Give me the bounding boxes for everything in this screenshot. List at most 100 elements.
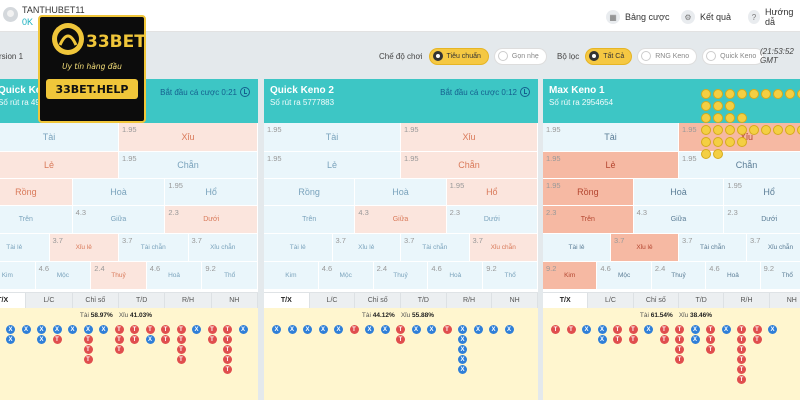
bet-option[interactable]: 2.3 Dưới [165,206,258,234]
trend-column: T [566,325,576,335]
bet-option[interactable]: 1.95 Chẵn [119,152,258,179]
tai-result-ball: T [706,325,715,334]
odds-value: 2.3 [449,208,461,217]
stat-tab[interactable]: T/X [264,293,310,308]
bet-row: 1.95 Lẻ 1.95 Chẵn [543,152,800,179]
bet-option[interactable]: 3.7 Xỉu lẻ [611,234,679,262]
stat-tab[interactable]: T/X [543,293,589,308]
bet-option[interactable]: 2.4 Thuỷ [91,262,147,290]
nav-bet-table[interactable]: ▦ Bảng cược [606,9,669,25]
bet-option[interactable]: 1.95 Hổ [724,179,800,206]
bet-option[interactable]: 2.3 Dưới [724,206,800,234]
bet-option[interactable]: 1.95 Chẵn [401,152,538,179]
bet-option[interactable]: 3.7 Tài chẵn [119,234,189,262]
bet-option[interactable]: 1.95 Hổ [165,179,258,206]
bet-option[interactable]: 1.95 Chẵn [679,152,800,179]
xiu-result-ball: X [238,325,248,334]
stat-tab[interactable]: NH [492,293,538,308]
balance: 0K [22,17,34,27]
bet-option[interactable]: 4.6 Mộc [597,262,652,290]
bet-option[interactable]: 1.95 Xỉu [119,123,258,152]
bet-option[interactable]: 3.7 Xỉu chẵn [747,234,800,262]
stat-tab[interactable]: NH [770,293,800,308]
filter-all-toggle[interactable]: Tất Cả [585,47,633,65]
bet-option[interactable]: 3.7 Xỉu lẻ [49,234,119,262]
bet-option[interactable]: Tài lẻ [0,234,50,262]
bonus-ball-icon [749,89,759,99]
bet-option[interactable]: 9.2 Kim [543,262,598,290]
bet-option[interactable]: 4.3 Giữa [72,206,166,234]
bet-option-label: Tài lẻ [289,244,306,251]
xiu-result-ball: X [21,325,31,334]
stat-tab[interactable]: L/C [588,293,634,308]
stat-tab[interactable]: R/H [165,293,212,308]
stat-tab[interactable]: Chỉ số [355,293,402,308]
bet-option[interactable]: Hoà [633,179,725,206]
stat-tab[interactable]: NH [212,293,258,308]
mode-compact-toggle[interactable]: Gọn nhẹ [493,47,547,65]
mode-standard-toggle[interactable]: Tiêu chuẩn [428,47,489,65]
bet-option[interactable]: 3.7 Xỉu chẵn [469,234,538,262]
stat-tab[interactable]: L/C [26,293,73,308]
bet-option[interactable]: 2.3 Dưới [446,206,538,234]
bet-option[interactable]: Trên [0,206,73,234]
bet-option[interactable]: 1.95 Rồng [543,179,634,206]
bet-option[interactable]: 4.3 Giữa [633,206,725,234]
nav-results[interactable]: ⚙ Kết quả [681,9,731,25]
bet-option[interactable]: 1.95 Xỉu [401,123,538,152]
bet-option-label: Chẵn [458,160,480,170]
bet-option[interactable]: 2.4 Thuỷ [373,262,429,290]
bet-option[interactable]: 3.7 Tài chẵn [401,234,470,262]
bet-option[interactable]: 3.7 Xỉu lẻ [332,234,401,262]
xiu-result-ball: X [458,365,467,374]
bet-option[interactable]: Kim [264,262,319,290]
bet-option[interactable]: Kim [0,262,36,290]
bet-option[interactable]: 3.7 Xỉu chẵn [188,234,258,262]
avatar[interactable] [3,7,18,22]
stat-tab[interactable]: R/H [447,293,493,308]
bet-option[interactable]: 4.6 Mộc [35,262,92,290]
bet-option[interactable]: Rồng [264,179,356,206]
bet-option[interactable]: Trên [264,206,356,234]
bet-option[interactable]: 1.95 Hổ [446,179,538,206]
odds-value: 3.7 [682,236,693,245]
bet-option[interactable]: 4.6 Hoả [146,262,203,290]
stat-tab[interactable]: Chỉ số [73,293,119,308]
bet-option[interactable]: 4.6 Mộc [318,262,374,290]
bet-option[interactable]: 4.6 Hoả [706,262,761,290]
bet-option[interactable]: Tài lẻ [264,234,333,262]
bet-option[interactable]: 9.2 Thổ [483,262,538,290]
bet-option[interactable]: Hoà [355,179,447,206]
bet-option[interactable]: 4.6 Hoả [428,262,484,290]
stat-tab[interactable]: T/D [679,293,725,308]
bet-option[interactable]: Hoà [72,179,166,206]
stat-tab[interactable]: T/X [0,293,27,308]
bet-option[interactable]: Tài lẻ [543,234,611,262]
bet-option[interactable]: 2.3 Trên [543,206,634,234]
stat-tab[interactable]: T/D [401,293,447,308]
bonus-ball-icon [773,125,783,135]
stat-tab[interactable]: T/D [119,293,166,308]
filter-rng-toggle[interactable]: RNG Keno [637,47,698,65]
bet-option[interactable]: 4.3 Giữa [355,206,447,234]
stat-tab[interactable]: R/H [724,293,770,308]
stat-tab[interactable]: L/C [310,293,356,308]
nav-guide[interactable]: ? Hướng dẫ [748,7,800,27]
filter-quick-toggle[interactable]: Quick Keno [702,47,765,65]
bet-option[interactable]: 9.2 Thổ [202,262,258,290]
result-trend: Tài 58.97% Xỉu 41.03% X X X X X X T X X T T T X T T T T T T X… [0,308,258,400]
bonus-ball-icon [737,89,747,99]
bet-option[interactable]: 2.4 Thuỷ [651,262,707,290]
bet-option[interactable]: 3.7 Tài chẵn [679,234,747,262]
bet-option[interactable]: Rồng [0,179,73,206]
bet-option[interactable]: 9.2 Thổ [760,262,800,290]
stat-tab[interactable]: Chỉ số [634,293,679,308]
version-label[interactable]: rsion 1 [0,51,24,61]
